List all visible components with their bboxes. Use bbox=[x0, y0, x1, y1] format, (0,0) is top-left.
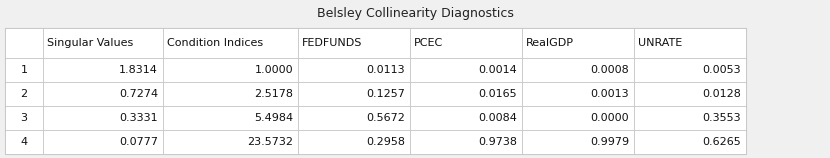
Text: 2.5178: 2.5178 bbox=[254, 89, 293, 99]
Text: 0.0008: 0.0008 bbox=[590, 65, 629, 75]
Text: 0.9979: 0.9979 bbox=[590, 137, 629, 147]
Text: Condition Indices: Condition Indices bbox=[167, 38, 263, 48]
Bar bbox=[43, 28, 163, 58]
Bar bbox=[298, 106, 410, 130]
Bar bbox=[298, 82, 410, 106]
Bar bbox=[5, 82, 43, 106]
Text: 0.2958: 0.2958 bbox=[366, 137, 405, 147]
Bar bbox=[522, 106, 634, 130]
Text: 0.0113: 0.0113 bbox=[366, 65, 405, 75]
Text: 0.0000: 0.0000 bbox=[590, 113, 629, 123]
Bar bbox=[410, 106, 522, 130]
Text: FEDFUNDS: FEDFUNDS bbox=[302, 38, 363, 48]
Bar bbox=[410, 130, 522, 154]
Bar bbox=[5, 58, 43, 82]
Text: 0.0053: 0.0053 bbox=[702, 65, 741, 75]
Bar bbox=[5, 28, 746, 154]
Bar bbox=[522, 58, 634, 82]
Bar bbox=[5, 130, 43, 154]
Text: 0.0128: 0.0128 bbox=[702, 89, 741, 99]
Bar bbox=[5, 106, 43, 130]
Text: 0.0165: 0.0165 bbox=[478, 89, 517, 99]
Text: 0.6265: 0.6265 bbox=[702, 137, 741, 147]
Bar bbox=[43, 82, 163, 106]
Bar bbox=[634, 82, 746, 106]
Text: 0.7274: 0.7274 bbox=[119, 89, 158, 99]
Bar bbox=[5, 28, 43, 58]
Bar bbox=[522, 130, 634, 154]
Bar bbox=[163, 130, 298, 154]
Bar bbox=[410, 58, 522, 82]
Bar bbox=[522, 28, 634, 58]
Bar bbox=[522, 82, 634, 106]
Text: UNRATE: UNRATE bbox=[638, 38, 682, 48]
Text: 0.0014: 0.0014 bbox=[478, 65, 517, 75]
Bar bbox=[163, 82, 298, 106]
Text: 0.3331: 0.3331 bbox=[120, 113, 158, 123]
Bar bbox=[43, 130, 163, 154]
Text: 5.4984: 5.4984 bbox=[254, 113, 293, 123]
Text: 1: 1 bbox=[21, 65, 27, 75]
Bar bbox=[298, 58, 410, 82]
Text: 1.8314: 1.8314 bbox=[120, 65, 158, 75]
Bar bbox=[410, 28, 522, 58]
Text: 0.0777: 0.0777 bbox=[119, 137, 158, 147]
Bar bbox=[634, 58, 746, 82]
Bar bbox=[634, 28, 746, 58]
Bar bbox=[410, 82, 522, 106]
Bar bbox=[163, 58, 298, 82]
Bar bbox=[634, 106, 746, 130]
Text: 0.1257: 0.1257 bbox=[366, 89, 405, 99]
Bar bbox=[298, 130, 410, 154]
Text: 1.0000: 1.0000 bbox=[254, 65, 293, 75]
Bar bbox=[163, 28, 298, 58]
Text: 0.5672: 0.5672 bbox=[366, 113, 405, 123]
Text: PCEC: PCEC bbox=[414, 38, 443, 48]
Text: Singular Values: Singular Values bbox=[47, 38, 134, 48]
Bar bbox=[298, 28, 410, 58]
Text: 2: 2 bbox=[21, 89, 27, 99]
Text: 0.9738: 0.9738 bbox=[478, 137, 517, 147]
Text: RealGDP: RealGDP bbox=[526, 38, 574, 48]
Text: 3: 3 bbox=[21, 113, 27, 123]
Text: 23.5732: 23.5732 bbox=[247, 137, 293, 147]
Text: 4: 4 bbox=[21, 137, 27, 147]
Text: 0.3553: 0.3553 bbox=[702, 113, 741, 123]
Bar bbox=[163, 106, 298, 130]
Bar bbox=[634, 130, 746, 154]
Text: 0.0013: 0.0013 bbox=[590, 89, 629, 99]
Bar bbox=[43, 58, 163, 82]
Text: 0.0084: 0.0084 bbox=[478, 113, 517, 123]
Bar bbox=[43, 106, 163, 130]
Text: Belsley Collinearity Diagnostics: Belsley Collinearity Diagnostics bbox=[316, 6, 514, 19]
